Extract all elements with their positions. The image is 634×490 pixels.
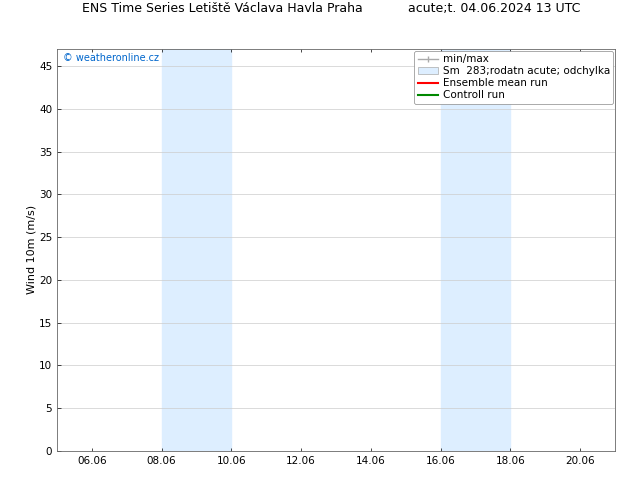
Text: acute;t. 04.06.2024 13 UTC: acute;t. 04.06.2024 13 UTC [408, 2, 581, 16]
Bar [441, 49, 510, 451]
Legend: min/max, Sm  283;rodatn acute; odchylka, Ensemble mean run, Controll run: min/max, Sm 283;rodatn acute; odchylka, … [415, 51, 613, 103]
Text: © weatheronline.cz: © weatheronline.cz [63, 53, 158, 63]
Y-axis label: Wind 10m (m/s): Wind 10m (m/s) [26, 205, 36, 294]
Bar [162, 49, 231, 451]
Text: ENS Time Series Letiště Václava Havla Praha: ENS Time Series Letiště Václava Havla Pr… [82, 2, 362, 16]
